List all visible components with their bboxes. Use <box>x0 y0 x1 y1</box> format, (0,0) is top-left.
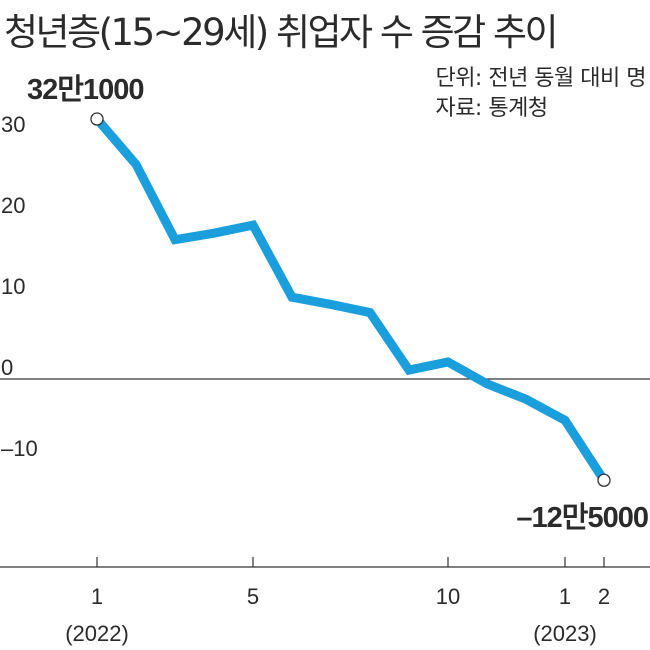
y-axis-ticks: 30 20 10 0 –10 <box>1 112 38 461</box>
min-point-marker <box>597 473 611 487</box>
y-tick-label: 0 <box>1 355 13 380</box>
x-tick-label: 5 <box>247 584 259 609</box>
y-tick-label: 20 <box>1 193 25 218</box>
end-markers <box>90 112 611 487</box>
x-tick-year: (2023) <box>533 621 597 646</box>
series-line <box>93 116 608 483</box>
max-point-marker <box>90 112 104 126</box>
x-tick-year: (2022) <box>65 621 129 646</box>
source-note: 자료: 통계청 <box>435 96 548 121</box>
y-tick-label: 10 <box>1 274 25 299</box>
x-axis-ticks: 1 (2022) 5 10 1 (2023)2 <box>65 557 610 646</box>
max-value-label: 32만1000 <box>27 73 143 106</box>
y-tick-label: –10 <box>1 436 38 461</box>
x-tick-label: 2 <box>598 584 610 609</box>
x-tick-label: 1 <box>559 584 571 609</box>
peak-labels: 32만1000 –12만5000 <box>27 73 649 534</box>
x-tick-label: 10 <box>436 584 460 609</box>
x-tick-label: 1 <box>91 584 103 609</box>
chart-notes: 단위: 전년 동월 대비 명 자료: 통계청 <box>435 64 646 124</box>
unit-note: 단위: 전년 동월 대비 명 <box>435 66 646 91</box>
chart-title: 청년층(15~29세) 취업자 수 증감 추이 <box>4 11 559 54</box>
y-tick-label: 30 <box>1 112 25 137</box>
min-value-label: –12만5000 <box>516 501 648 534</box>
